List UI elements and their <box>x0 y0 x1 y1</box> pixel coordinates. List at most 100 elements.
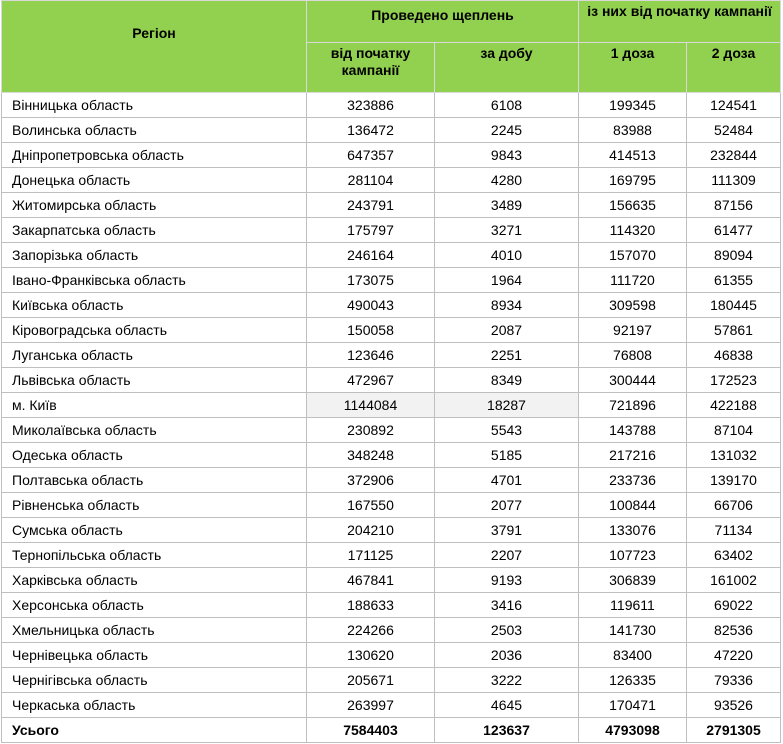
table-row: Закарпатська область 175797 3271 114320 6147… <box>1 217 782 243</box>
table-row: Харківська область 467841 9193 306839 161002 <box>1 567 782 593</box>
value-cell: 199345 <box>578 92 687 118</box>
region-cell: Львівська область <box>1 367 307 393</box>
table-row: Кіровоградська область 150058 2087 92197 578… <box>1 317 782 343</box>
value-cell: 2245 <box>434 117 579 143</box>
value-cell: 422188 <box>685 392 782 418</box>
value-cell: 93526 <box>685 692 782 718</box>
header-cell: 2 доза <box>685 42 782 93</box>
header-cell: Регіон <box>1 0 307 93</box>
value-cell: 647357 <box>306 142 435 168</box>
value-cell: 76808 <box>578 342 687 368</box>
header-cell: за добу <box>434 42 579 93</box>
value-cell: 1964 <box>434 267 579 293</box>
region-cell: Чернігівська область <box>1 667 307 693</box>
value-cell: 348248 <box>306 442 435 468</box>
value-cell: 107723 <box>578 542 687 568</box>
region-cell: Усього <box>1 717 307 743</box>
value-cell: 3489 <box>434 192 579 218</box>
value-cell: 130620 <box>306 642 435 668</box>
region-cell: Сумська область <box>1 517 307 543</box>
value-cell: 300444 <box>578 367 687 393</box>
value-cell: 5543 <box>434 417 579 443</box>
value-cell: 472967 <box>306 367 435 393</box>
value-cell: 2036 <box>434 642 579 668</box>
value-cell: 8349 <box>434 367 579 393</box>
table-body: Вінницька область 323886 6108 199345 124541 В… <box>1 92 782 743</box>
value-cell: 167550 <box>306 492 435 518</box>
value-cell: 69022 <box>685 592 782 618</box>
value-cell: 52484 <box>685 117 782 143</box>
value-cell: 126335 <box>578 667 687 693</box>
header-cell: від початку кампанії <box>306 42 435 93</box>
value-cell: 71134 <box>685 517 782 543</box>
region-cell: Житомирська область <box>1 192 307 218</box>
value-cell: 9193 <box>434 567 579 593</box>
table-row: Івано-Франківська область 173075 1964 11172… <box>1 267 782 293</box>
value-cell: 136472 <box>306 117 435 143</box>
value-cell: 233736 <box>578 467 687 493</box>
value-cell: 2087 <box>434 317 579 343</box>
value-cell: 3791 <box>434 517 579 543</box>
region-cell: Дніпропетровська область <box>1 142 307 168</box>
value-cell: 47220 <box>685 642 782 668</box>
table-row: Житомирська область 243791 3489 156635 87156 <box>1 192 782 218</box>
value-cell: 490043 <box>306 292 435 318</box>
value-cell: 3271 <box>434 217 579 243</box>
value-cell: 143788 <box>578 417 687 443</box>
value-cell: 100844 <box>578 492 687 518</box>
region-cell: Тернопільська область <box>1 542 307 568</box>
value-cell: 4793098 <box>578 717 687 743</box>
region-cell: Харківська область <box>1 567 307 593</box>
region-cell: Миколаївська область <box>1 417 307 443</box>
table-row: Тернопільська область 171125 2207 107723 634… <box>1 542 782 568</box>
value-cell: 721896 <box>578 392 687 418</box>
value-cell: 161002 <box>685 567 782 593</box>
value-cell: 205671 <box>306 667 435 693</box>
header-cell: Проведено щеплень <box>306 0 579 43</box>
value-cell: 46838 <box>685 342 782 368</box>
table-row: Волинська область 136472 2245 83988 52484 <box>1 117 782 143</box>
table-row: м. Київ 1144084 18287 721896 422188 <box>1 392 782 418</box>
region-cell: Кіровоградська область <box>1 317 307 343</box>
value-cell: 83400 <box>578 642 687 668</box>
value-cell: 124541 <box>685 92 782 118</box>
value-cell: 263997 <box>306 692 435 718</box>
value-cell: 243791 <box>306 192 435 218</box>
region-cell: Полтавська область <box>1 467 307 493</box>
value-cell: 170471 <box>578 692 687 718</box>
table-row: Київська область 490043 8934 309598 180445 <box>1 292 782 318</box>
value-cell: 323886 <box>306 92 435 118</box>
region-cell: Хмельницька область <box>1 617 307 643</box>
table-row: Сумська область 204210 3791 133076 71134 <box>1 517 782 543</box>
value-cell: 180445 <box>685 292 782 318</box>
region-cell: Одеська область <box>1 442 307 468</box>
value-cell: 4701 <box>434 467 579 493</box>
table-row: Запорізька область 246164 4010 157070 89094 <box>1 242 782 268</box>
value-cell: 2503 <box>434 617 579 643</box>
region-cell: Черкаська область <box>1 692 307 718</box>
region-cell: Закарпатська область <box>1 217 307 243</box>
value-cell: 204210 <box>306 517 435 543</box>
header-cell: із них від початку кампанії <box>577 0 782 43</box>
value-cell: 372906 <box>306 467 435 493</box>
region-cell: Херсонська область <box>1 592 307 618</box>
table-row: Одеська область 348248 5185 217216 131032 <box>1 442 782 468</box>
value-cell: 66706 <box>685 492 782 518</box>
value-cell: 175797 <box>306 217 435 243</box>
value-cell: 8934 <box>434 292 579 318</box>
table-row: Дніпропетровська область 647357 9843 414513… <box>1 142 782 168</box>
value-cell: 57861 <box>685 317 782 343</box>
value-cell: 232844 <box>685 142 782 168</box>
value-cell: 4280 <box>434 167 579 193</box>
value-cell: 3416 <box>434 592 579 618</box>
value-cell: 87104 <box>685 417 782 443</box>
value-cell: 4010 <box>434 242 579 268</box>
value-cell: 119611 <box>578 592 687 618</box>
value-cell: 111309 <box>685 167 782 193</box>
value-cell: 467841 <box>306 567 435 593</box>
table-row: Полтавська область 372906 4701 233736 139170 <box>1 467 782 493</box>
value-cell: 131032 <box>685 442 782 468</box>
value-cell: 139170 <box>685 467 782 493</box>
